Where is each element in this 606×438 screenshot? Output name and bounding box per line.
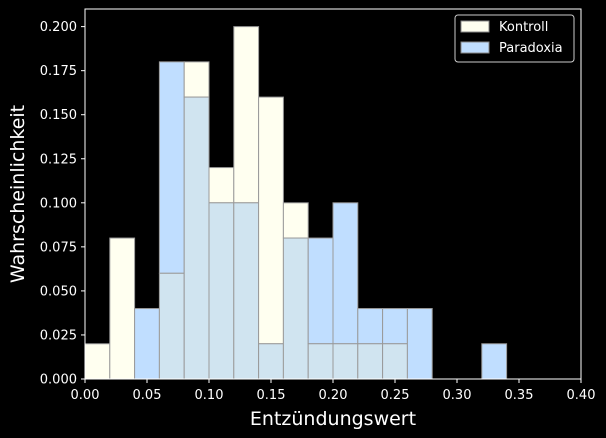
x-tick-label: 0.05 — [133, 388, 162, 403]
legend-label-paradoxia: Paradoxia — [499, 41, 563, 56]
x-tick-label: 0.00 — [71, 388, 100, 403]
y-tick-label: 0.175 — [40, 64, 77, 79]
bar-overlap — [158, 272, 185, 380]
y-tick-label: 0.150 — [40, 108, 77, 123]
bar-overlap — [183, 96, 210, 380]
bar-paradoxia — [134, 308, 160, 380]
bar-kontroll — [208, 167, 235, 204]
x-tick-label: 0.20 — [319, 388, 348, 403]
y-tick-label: 0.200 — [40, 20, 77, 35]
bar-paradoxia — [307, 237, 334, 345]
legend-label-kontroll: Kontroll — [499, 20, 548, 35]
x-tick-label: 0.30 — [443, 388, 472, 403]
bar-overlap — [258, 343, 284, 380]
bar-paradoxia — [357, 308, 384, 345]
bar-paradoxia — [158, 61, 185, 274]
x-tick-label: 0.35 — [505, 388, 534, 403]
bar-kontroll — [233, 26, 260, 204]
bar-overlap — [233, 202, 260, 380]
x-tick-label: 0.40 — [567, 388, 596, 403]
legend: Kontroll Paradoxia — [454, 14, 575, 63]
bar-kontroll — [282, 202, 309, 239]
x-axis: 0.00 0.05 0.10 0.15 0.20 0.25 0.30 0.35 0.40 — [71, 379, 596, 403]
bar-paradoxia — [481, 343, 508, 380]
legend-swatch-kontroll — [460, 20, 490, 33]
y-tick-label: 0.125 — [40, 152, 77, 167]
y-tick-label: 0.100 — [40, 196, 77, 211]
y-axis-title: Wahrscheinlichkeit — [7, 105, 29, 283]
legend-swatch-paradoxia — [460, 41, 490, 54]
bars-layer — [84, 26, 508, 380]
x-tick-label: 0.10 — [195, 388, 224, 403]
bar-kontroll — [109, 237, 136, 380]
bar-overlap — [282, 237, 309, 380]
y-axis: 0.000 0.025 0.050 0.075 0.100 0.125 0.150 0.175… — [40, 20, 85, 388]
bar-kontroll — [183, 61, 210, 98]
bar-overlap — [332, 343, 359, 380]
x-tick-label: 0.25 — [381, 388, 410, 403]
bar-kontroll — [84, 343, 111, 380]
bar-paradoxia — [382, 308, 408, 345]
bar-kontroll — [258, 96, 284, 345]
bar-paradoxia — [406, 308, 433, 380]
bar-overlap — [208, 202, 235, 380]
y-tick-label: 0.050 — [40, 284, 77, 299]
bar-overlap — [357, 343, 384, 380]
x-axis-title: Entzündungswert — [250, 408, 416, 430]
bar-overlap — [382, 343, 408, 380]
y-tick-label: 0.075 — [40, 240, 77, 255]
y-tick-label: 0.025 — [40, 328, 77, 343]
bar-paradoxia — [332, 202, 359, 345]
bar-overlap — [307, 343, 334, 380]
x-tick-label: 0.15 — [257, 388, 286, 403]
y-tick-label: 0.000 — [40, 373, 77, 388]
